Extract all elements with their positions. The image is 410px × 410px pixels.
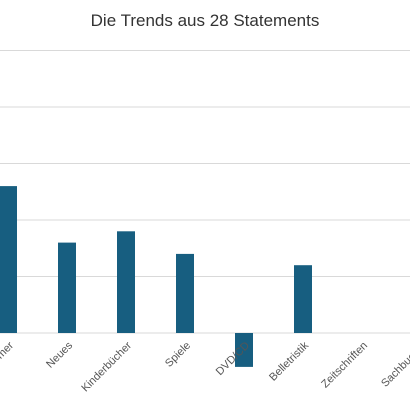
bar-2 [117,231,135,333]
x-tick-label: Sachbuch F [379,339,410,389]
bar-1 [58,242,76,333]
x-tick-label: Kinderbücher [79,339,134,394]
bar-0 [0,186,17,333]
bars [0,186,312,367]
grid-lines [0,50,410,334]
x-tick-label: Belletristik [267,339,311,383]
x-tick-label: mer [0,339,16,361]
bar-5 [294,265,312,333]
x-tick-labels: mer Neues Kinderbücher Spiele DVD/CD Belletri… [0,339,410,394]
x-tick-label: Neues [44,339,75,370]
bar-4 [235,333,253,367]
x-tick-label: Spiele [163,340,193,370]
chart-title: Die Trends aus 28 Statements [90,11,320,30]
bar-3 [176,253,194,333]
x-tick-label: Zeitschriften [319,340,370,391]
